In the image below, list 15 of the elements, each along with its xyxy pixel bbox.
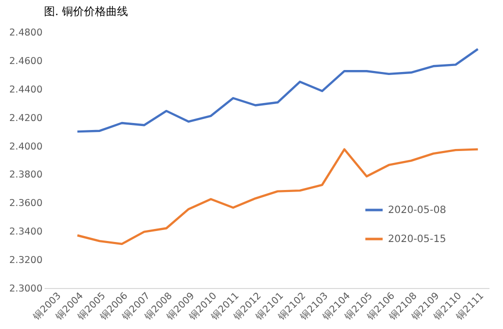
legend-label: 2020-05-15 <box>388 234 446 245</box>
legend-label: 2020-05-08 <box>388 205 446 216</box>
line-series <box>76 48 479 133</box>
y-tick-label: 2.4400 <box>9 84 42 96</box>
y-tick-label: 2.4600 <box>9 56 42 67</box>
chart-title: 图. 铜价价格曲线 <box>44 5 128 18</box>
y-tick-label: 2.4000 <box>9 141 42 152</box>
line-series <box>76 148 479 246</box>
y-tick-label: 2.3600 <box>9 198 42 210</box>
y-tick-label: 2.3000 <box>9 284 42 294</box>
y-tick-label: 2.3200 <box>9 255 42 266</box>
y-tick-label: 2.4800 <box>9 28 42 38</box>
y-tick-label: 2.3800 <box>9 170 42 181</box>
y-tick-label: 2.3400 <box>9 226 42 238</box>
y-tick-label: 2.4200 <box>9 112 42 124</box>
